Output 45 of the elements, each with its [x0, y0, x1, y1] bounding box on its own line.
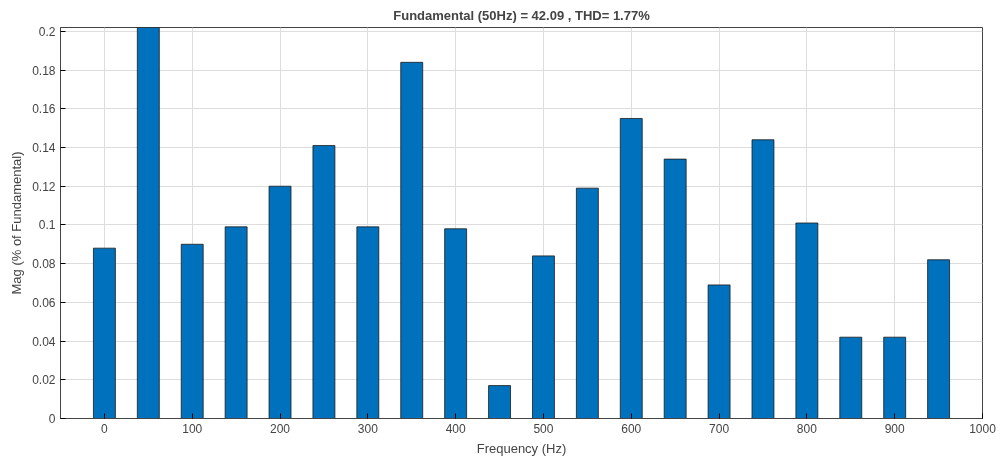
bar	[488, 385, 511, 419]
bar	[883, 336, 907, 419]
bar	[444, 228, 468, 419]
bar	[93, 247, 116, 419]
x-tick-label: 100	[182, 421, 203, 436]
bar	[312, 145, 336, 419]
x-tick-label: 1000	[969, 421, 997, 436]
x-axis-title: Frequency (Hz)	[476, 440, 567, 456]
y-tick-label: 0	[48, 412, 56, 426]
y-tick-label: 0.16	[32, 102, 56, 117]
y-tick-label: 0.02	[32, 373, 56, 388]
x-tick-label: 900	[884, 421, 906, 436]
y-tick-label: 0.06	[32, 295, 56, 310]
bar	[707, 284, 731, 419]
bar	[927, 259, 950, 419]
bar	[224, 226, 248, 419]
x-tick-label: 600	[621, 421, 642, 436]
bar	[136, 27, 160, 419]
bar	[180, 243, 204, 419]
y-tick-label: 0.18	[32, 63, 56, 78]
x-tick-label: 0	[101, 421, 109, 436]
bar	[532, 255, 555, 419]
bar	[663, 158, 687, 419]
x-tick-label: 400	[445, 421, 466, 436]
bar	[356, 226, 380, 419]
x-tick-label: 700	[709, 421, 730, 436]
y-axis-title: Mag (% of Fundamental)	[9, 151, 25, 295]
bar	[575, 187, 599, 419]
y-tick-label: 0.12	[32, 179, 56, 194]
y-tick-label: 0.14	[32, 141, 56, 156]
y-tick-label: 0.04	[32, 334, 56, 349]
bar	[619, 118, 643, 419]
bar	[751, 139, 775, 419]
y-tick-label: 0.1	[38, 218, 56, 233]
y-tick-label: 0.08	[32, 257, 56, 272]
x-tick-label: 300	[357, 421, 379, 436]
x-tick-label: 200	[270, 421, 291, 436]
bar	[795, 222, 819, 419]
x-tick-label: 500	[533, 421, 554, 436]
chart-title: Fundamental (50Hz) = 42.09 , THD= 1.77%	[393, 7, 651, 23]
y-tick-label: 0.2	[38, 24, 56, 39]
bar	[268, 185, 292, 419]
bar	[400, 61, 424, 419]
bar	[839, 336, 863, 419]
x-tick-label: 800	[796, 421, 818, 436]
